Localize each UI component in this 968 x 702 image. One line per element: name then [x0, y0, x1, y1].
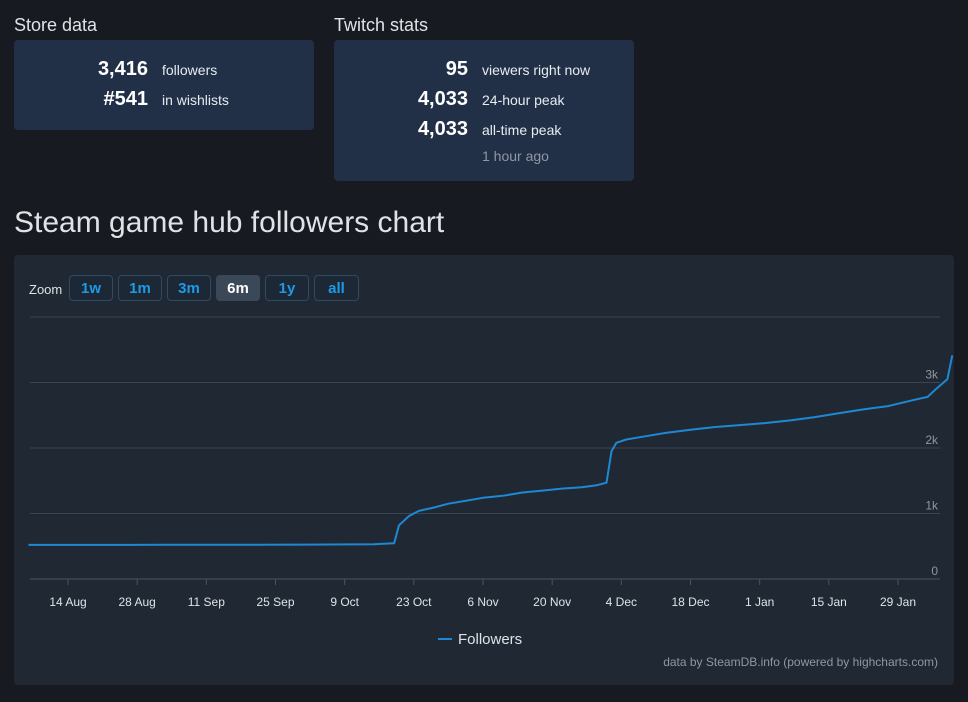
y-tick-label: 3k [925, 368, 939, 382]
x-tick-label: 4 Dec [606, 595, 637, 609]
y-tick-label: 0 [931, 564, 938, 578]
peak-24h-label: 24-hour peak [482, 92, 565, 108]
twitch-stats-card: 95 viewers right now 4,033 24-hour peak … [334, 40, 634, 181]
zoom-button-1m[interactable]: 1m [118, 275, 162, 301]
alltime-peak-value: 4,033 [417, 118, 468, 140]
x-tick-label: 29 Jan [880, 595, 916, 609]
x-tick-label: 15 Jan [811, 595, 847, 609]
chart-credits[interactable]: data by SteamDB.info (powered by highcha… [663, 655, 938, 669]
store-data-title: Store data [14, 15, 98, 35]
alltime-peak-label: all-time peak [482, 122, 562, 138]
chart-series [28, 355, 954, 546]
followers-label: followers [162, 62, 218, 78]
zoom-button-6m[interactable]: 6m [216, 275, 260, 301]
zoom-label: Zoom [29, 282, 63, 297]
twitch-stats-title: Twitch stats [334, 15, 429, 35]
x-tick-label: 28 Aug [118, 595, 155, 609]
zoom-button-3m[interactable]: 3m [167, 275, 211, 301]
series-line-followers[interactable] [28, 355, 954, 546]
alltime-peak-time: 1 hour ago [482, 148, 549, 164]
viewers-now-value: 95 [445, 58, 468, 80]
wishlist-label: in wishlists [162, 92, 229, 108]
x-tick-label: 25 Sep [256, 595, 294, 609]
y-tick-label: 2k [925, 433, 939, 447]
x-tick-label: 9 Oct [330, 595, 359, 609]
zoom-button-1y[interactable]: 1y [265, 275, 309, 301]
followers-chart: 0 1k 2k 3k 14 Aug 28 Aug 11 Sep 25 Sep 9 Oct 23 … [28, 316, 954, 669]
y-tick-label: 1k [925, 499, 939, 513]
chart-heading: Steam game hub followers chart [14, 206, 445, 239]
x-tick-label: 14 Aug [49, 595, 86, 609]
chart-grid [30, 316, 940, 580]
x-tick-label: 6 Nov [467, 595, 498, 609]
chart-legend[interactable]: Followers [438, 631, 522, 648]
followers-value: 3,416 [97, 58, 148, 80]
x-axis-labels: 14 Aug 28 Aug 11 Sep 25 Sep 9 Oct 23 Oct 6 Nov… [49, 579, 916, 609]
x-tick-label: 1 Jan [745, 595, 774, 609]
x-tick-label: 23 Oct [396, 595, 432, 609]
x-tick-label: 18 Dec [671, 595, 709, 609]
zoom-button-1w[interactable]: 1w [69, 275, 113, 301]
y-axis-labels: 0 1k 2k 3k [925, 368, 939, 579]
viewers-now-label: viewers right now [482, 62, 591, 78]
wishlist-rank-value: #541 [103, 88, 149, 110]
legend-item-followers[interactable]: Followers [458, 631, 522, 648]
peak-24h-value: 4,033 [417, 88, 468, 110]
x-tick-label: 11 Sep [188, 595, 225, 609]
store-data-card: 3,416 followers #541 in wishlists [14, 40, 314, 130]
chart-panel: Zoom 1w 1m 3m 6m 1y all 0 1k 2k 3k 14 Aug 28 Aug 1… [14, 255, 954, 685]
zoom-button-all[interactable]: all [314, 275, 359, 301]
x-tick-label: 20 Nov [533, 595, 571, 609]
